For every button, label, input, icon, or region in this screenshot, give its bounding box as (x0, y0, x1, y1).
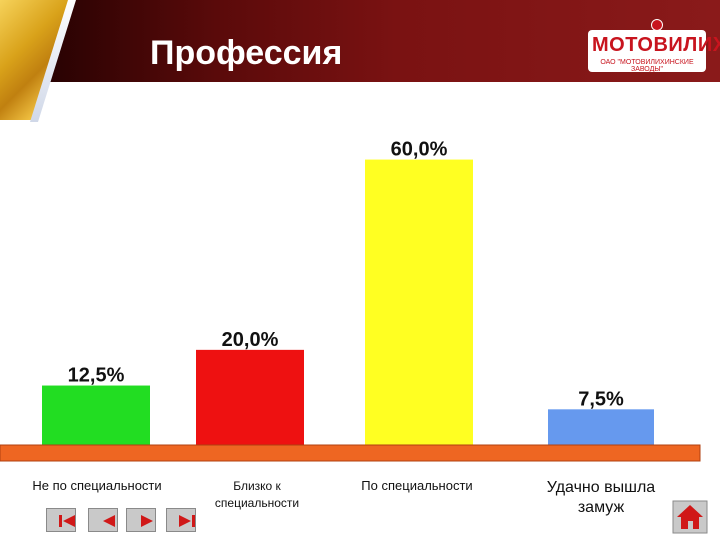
bar-3 (548, 409, 654, 445)
next-icon (141, 515, 153, 527)
bar-0 (42, 385, 150, 445)
logo-company: ОАО "МОТОВИЛИХИНСКИЕ ЗАВОДЫ" (600, 59, 694, 73)
last-icon (179, 515, 195, 527)
bar-1 (196, 349, 304, 445)
company-logo: МОТОВИЛИХА ОАО "МОТОВИЛИХИНСКИЕ ЗАВОДЫ" (588, 30, 720, 73)
next-slide-button[interactable] (126, 508, 156, 532)
category-label-0: Не по специальности (32, 478, 162, 493)
previous-icon (103, 515, 115, 527)
home-icon (672, 500, 708, 534)
last-slide-button[interactable] (166, 508, 196, 532)
logo-brand: МОТОВИЛИХА (592, 34, 720, 56)
category-label-3: Удачно вышла замуж (546, 479, 656, 516)
category-label-1: Близко к специальности (214, 479, 300, 510)
chart-floor (0, 444, 701, 462)
logo-mark-icon (651, 19, 663, 31)
bar-2 (365, 159, 473, 446)
data-label-1: 20,0% (222, 329, 279, 351)
category-label-2: По специальности (361, 478, 473, 493)
home-button[interactable] (672, 500, 708, 534)
data-label-3: 7,5% (578, 388, 624, 410)
first-slide-button[interactable] (46, 508, 76, 532)
slide-title: Профессия (150, 34, 343, 72)
data-label-2: 60,0% (391, 139, 448, 161)
previous-slide-button[interactable] (88, 508, 118, 532)
data-label-0: 12,5% (68, 365, 125, 387)
first-icon (59, 515, 75, 527)
